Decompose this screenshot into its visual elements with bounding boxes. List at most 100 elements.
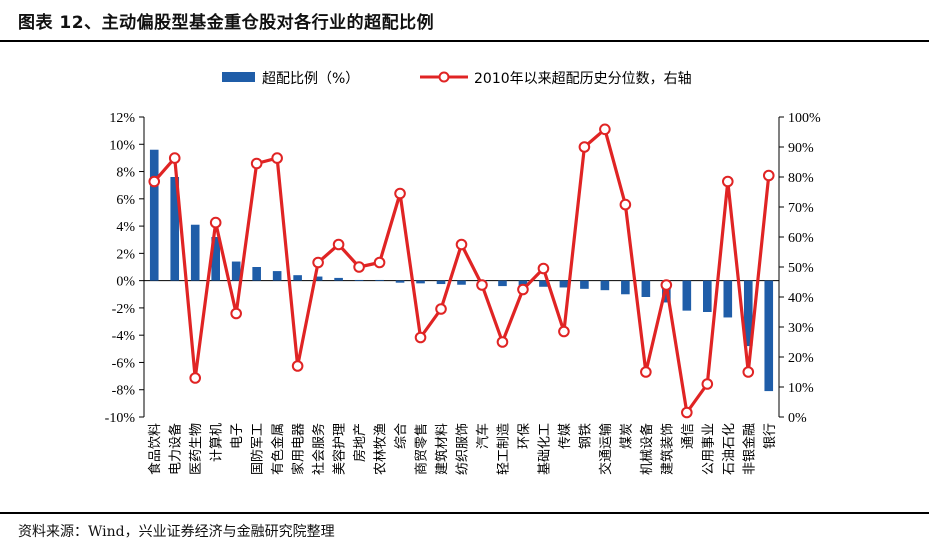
legend-bar-swatch [222, 72, 255, 82]
bar-食品饮料 [149, 149, 159, 281]
category-label: 电子 [230, 423, 245, 449]
left-tick-label: 12% [109, 111, 135, 126]
category-label: 国防军工 [250, 423, 266, 475]
left-tick-label: 0% [116, 275, 135, 290]
right-tick-label: 10% [788, 381, 814, 396]
category-label: 银行 [763, 423, 778, 449]
chart: -10% -8% -6% -4% -2% 0% 2% 4% 6% 8% 10% 12% 0% 10% 20%… [105, 71, 821, 475]
point-商贸零售 [414, 331, 427, 344]
bar-商贸零售 [416, 280, 425, 284]
point-综合 [394, 187, 406, 200]
point-轻工制造 [496, 336, 509, 348]
point-建筑材料 [435, 303, 447, 315]
bar-纺织服饰 [457, 280, 466, 285]
top-rule [0, 40, 929, 42]
category-label: 纺织服饰 [456, 423, 471, 475]
bar-煤炭 [621, 280, 630, 295]
left-tick-label: 8% [116, 166, 135, 181]
bar-轻工制造 [498, 280, 507, 287]
right-tick-label: 80% [788, 171, 814, 186]
point-基础化工 [537, 262, 550, 275]
category-label: 家用电器 [291, 423, 307, 475]
bar-有色金属 [272, 271, 282, 281]
point-建筑装饰 [660, 279, 673, 291]
bar-农林牧渔 [375, 279, 384, 281]
legend: 超配比例（%） 2010年以来超配历史分位数，右轴 [222, 71, 692, 87]
bar-公用事业 [703, 280, 712, 312]
point-美容护理 [332, 238, 345, 251]
point-房地产 [353, 261, 365, 273]
left-tick-label: -8% [112, 384, 136, 399]
chart-title: 图表 12、主动偏股型基金重仓股对各行业的超配比例 [18, 13, 435, 33]
point-电力设备 [168, 152, 181, 164]
legend-bar-label: 超配比例（%） [262, 71, 359, 87]
category-label: 社会服务 [311, 423, 327, 475]
point-食品饮料 [148, 175, 161, 188]
category-label: 商贸零售 [414, 423, 430, 475]
category-label: 综合 [394, 423, 409, 449]
bar-社会服务 [313, 276, 323, 281]
category-label: 房地产 [352, 423, 368, 462]
right-tick-label: 100% [788, 111, 821, 126]
bar-series [149, 149, 774, 392]
category-label: 有色金属 [270, 423, 286, 475]
point-环保 [517, 283, 529, 296]
category-label: 公用事业 [701, 423, 716, 475]
right-tick-label: 60% [788, 231, 814, 246]
category-labels: 食品饮料 电力设备 医药生物 计算机 电子 国防军工 有色金属 家用电器 社会服务 美容护理 房地产… [147, 423, 778, 475]
bar-机械设备 [641, 280, 651, 297]
point-银行 [762, 169, 775, 182]
point-通信 [681, 406, 693, 419]
point-社会服务 [312, 256, 324, 269]
bar-基础化工 [539, 280, 548, 287]
category-label: 环保 [517, 423, 532, 449]
right-tick-label: 40% [788, 291, 814, 306]
bar-家用电器 [293, 275, 302, 281]
point-医药生物 [189, 372, 202, 384]
category-label: 钢铁 [578, 423, 593, 449]
bar-医药生物 [190, 224, 200, 281]
percentile-line [153, 127, 771, 415]
category-label: 美容护理 [332, 423, 348, 475]
left-tick-label: 2% [116, 247, 135, 262]
legend-line-marker [438, 71, 450, 83]
bar-交通运输 [600, 280, 610, 291]
category-label: 建筑装饰 [659, 423, 675, 475]
bar-钢铁 [580, 280, 589, 289]
category-label: 交通运输 [598, 423, 614, 475]
right-tick-label: 90% [788, 141, 814, 156]
point-交通运输 [599, 123, 611, 136]
bar-非银金融 [743, 280, 753, 347]
bar-通信 [682, 280, 692, 311]
category-label: 建筑材料 [434, 423, 450, 475]
category-label: 医药生物 [189, 423, 204, 475]
point-电子 [230, 307, 242, 320]
category-label: 煤炭 [619, 423, 634, 449]
left-tick-label: -10% [105, 411, 136, 426]
left-tick-label: 4% [116, 220, 135, 235]
bar-国防军工 [252, 267, 261, 281]
bar-综合 [395, 280, 405, 283]
right-tick-label: 20% [788, 351, 814, 366]
category-label: 农林牧渔 [374, 423, 389, 475]
legend-line-label: 2010年以来超配历史分位数，右轴 [474, 71, 692, 87]
category-label: 计算机 [210, 423, 225, 462]
category-label: 传媒 [558, 423, 573, 449]
point-传媒 [558, 325, 570, 338]
left-tick-label: 6% [116, 193, 135, 208]
right-tick-label: 70% [788, 201, 814, 216]
right-tick-label: 0% [788, 411, 807, 426]
line-series [148, 123, 775, 419]
bar-房地产 [354, 279, 364, 281]
point-农林牧渔 [373, 256, 386, 269]
bottom-rule [0, 512, 929, 514]
category-label: 非银金融 [741, 423, 757, 475]
category-label: 基础化工 [537, 423, 552, 475]
category-label: 通信 [681, 423, 696, 449]
left-tick-label: 10% [109, 138, 135, 153]
bar-银行 [764, 280, 774, 392]
bar-石油石化 [723, 280, 733, 318]
bar-电力设备 [170, 177, 180, 281]
right-tick-label: 50% [788, 261, 814, 276]
left-tick-label: -2% [112, 302, 136, 317]
